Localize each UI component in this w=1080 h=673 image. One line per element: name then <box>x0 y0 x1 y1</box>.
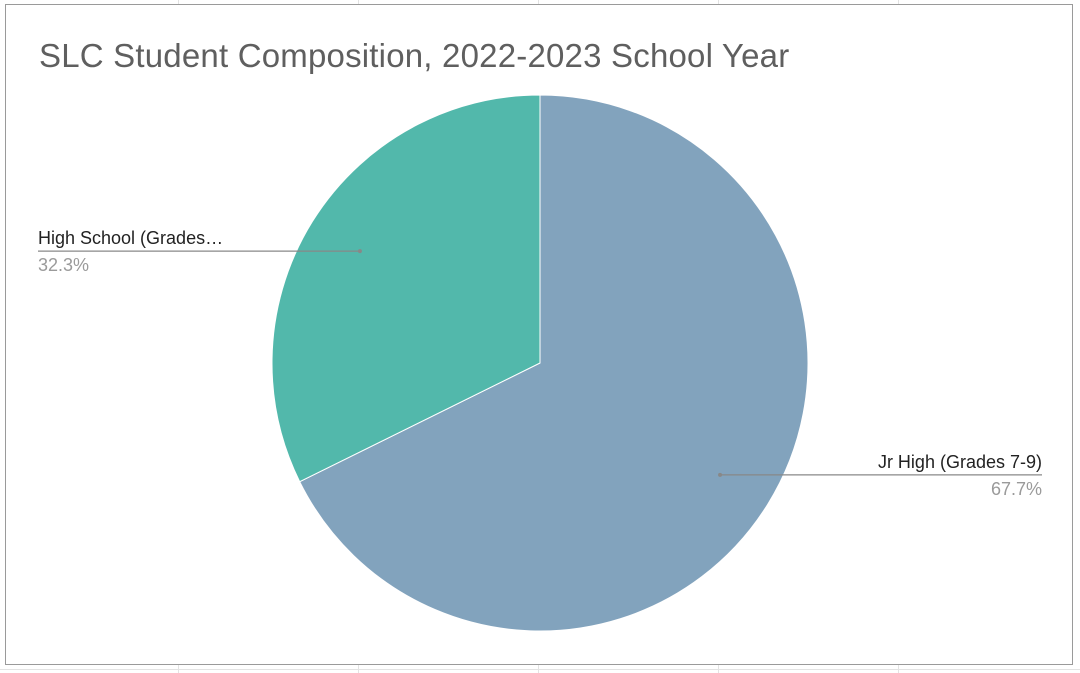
leader-dot-1 <box>357 249 362 254</box>
chart-container[interactable]: SLC Student Composition, 2022-2023 Schoo… <box>5 4 1073 665</box>
sheet-gridline <box>0 669 1080 670</box>
pie-slice-0[interactable] <box>299 94 809 632</box>
slice-percent-1: 32.3% <box>38 255 89 275</box>
pie-slice-1[interactable] <box>271 94 541 483</box>
leader-dot-0 <box>718 472 723 477</box>
pie-chart: Jr High (Grades 7-9) 67.7% High School (Gr… <box>38 94 1042 632</box>
slice-label-0: Jr High (Grades 7-9) <box>878 452 1042 472</box>
chart-title: SLC Student Composition, 2022-2023 Schoo… <box>39 37 790 74</box>
slice-percent-0: 67.7% <box>991 479 1042 499</box>
slice-label-1: High School (Grades… <box>38 228 223 248</box>
